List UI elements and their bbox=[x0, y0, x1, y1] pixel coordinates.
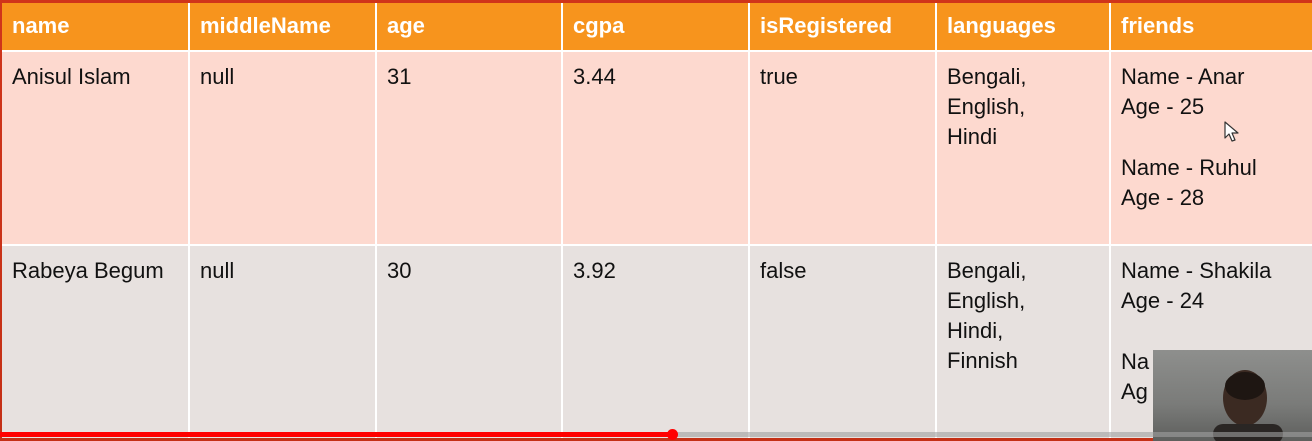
cell-name: Rabeya Begum bbox=[2, 245, 190, 438]
mouse-cursor-icon bbox=[1224, 121, 1239, 142]
language-item: English, bbox=[947, 94, 1026, 119]
column-header-middlename: middleName bbox=[189, 3, 377, 52]
column-header-friends: friends bbox=[1110, 3, 1312, 52]
language-item: Bengali, bbox=[947, 64, 1027, 89]
friend-name: Name - Anar bbox=[1121, 64, 1245, 89]
language-item: Hindi bbox=[947, 124, 998, 149]
cell-cgpa: 3.44 bbox=[562, 51, 750, 246]
column-header-isregistered: isRegistered bbox=[749, 3, 937, 52]
cell-friends: Name - Anar Age - 25 Name - Ruhul Age - … bbox=[1110, 51, 1312, 246]
friend-age: Ag bbox=[1121, 379, 1148, 404]
cell-name: Anisul Islam bbox=[2, 51, 190, 246]
presenter-silhouette bbox=[1213, 370, 1283, 441]
language-item: Hindi, bbox=[947, 318, 1004, 343]
column-header-languages: languages bbox=[936, 3, 1111, 52]
cell-languages: Bengali, English, Hindi bbox=[936, 51, 1111, 246]
cell-languages: Bengali, English, Hindi, Finnish bbox=[936, 245, 1111, 438]
scrubber-handle[interactable] bbox=[666, 429, 678, 440]
cell-middlename: null bbox=[189, 51, 377, 246]
language-item: English, bbox=[947, 288, 1026, 313]
header-row: name middleName age cgpa isRegistered la… bbox=[2, 3, 1312, 52]
cell-cgpa: 3.92 bbox=[562, 245, 750, 438]
friend-age: Age - 25 bbox=[1121, 94, 1205, 119]
table-row: Anisul Islam null 31 3.44 true Bengali, … bbox=[2, 51, 1312, 246]
friend-age: Age - 28 bbox=[1121, 185, 1205, 210]
friend-entry: Name - Anar Age - 25 bbox=[1121, 62, 1302, 122]
progress-fill bbox=[0, 432, 672, 437]
friend-age: Age - 24 bbox=[1121, 288, 1205, 313]
language-item: Finnish bbox=[947, 348, 1018, 373]
cell-isregistered: false bbox=[749, 245, 937, 438]
cell-age: 30 bbox=[376, 245, 563, 438]
column-header-name: name bbox=[2, 3, 190, 52]
friend-name: Na bbox=[1121, 349, 1150, 374]
language-item: Bengali, bbox=[947, 258, 1027, 283]
webcam-overlay: Click here to subscribe bbox=[1153, 350, 1312, 441]
cell-age: 31 bbox=[376, 51, 563, 246]
cell-isregistered: true bbox=[749, 51, 937, 246]
friend-entry: Na Ag bbox=[1121, 347, 1302, 407]
cell-middlename: null bbox=[189, 245, 377, 438]
table-row: Rabeya Begum null 30 3.92 false Bengali,… bbox=[2, 245, 1312, 438]
data-table: name middleName age cgpa isRegistered la… bbox=[2, 3, 1312, 438]
friend-entry: Name - Shakila Age - 24 bbox=[1121, 256, 1302, 316]
column-header-cgpa: cgpa bbox=[562, 3, 750, 52]
video-progress-bar[interactable] bbox=[0, 429, 1312, 440]
column-header-age: age bbox=[376, 3, 563, 52]
friend-entry: Name - Ruhul Age - 28 bbox=[1121, 153, 1302, 213]
friend-name: Name - Ruhul bbox=[1121, 155, 1257, 180]
friend-name: Name - Shakila bbox=[1121, 258, 1272, 283]
